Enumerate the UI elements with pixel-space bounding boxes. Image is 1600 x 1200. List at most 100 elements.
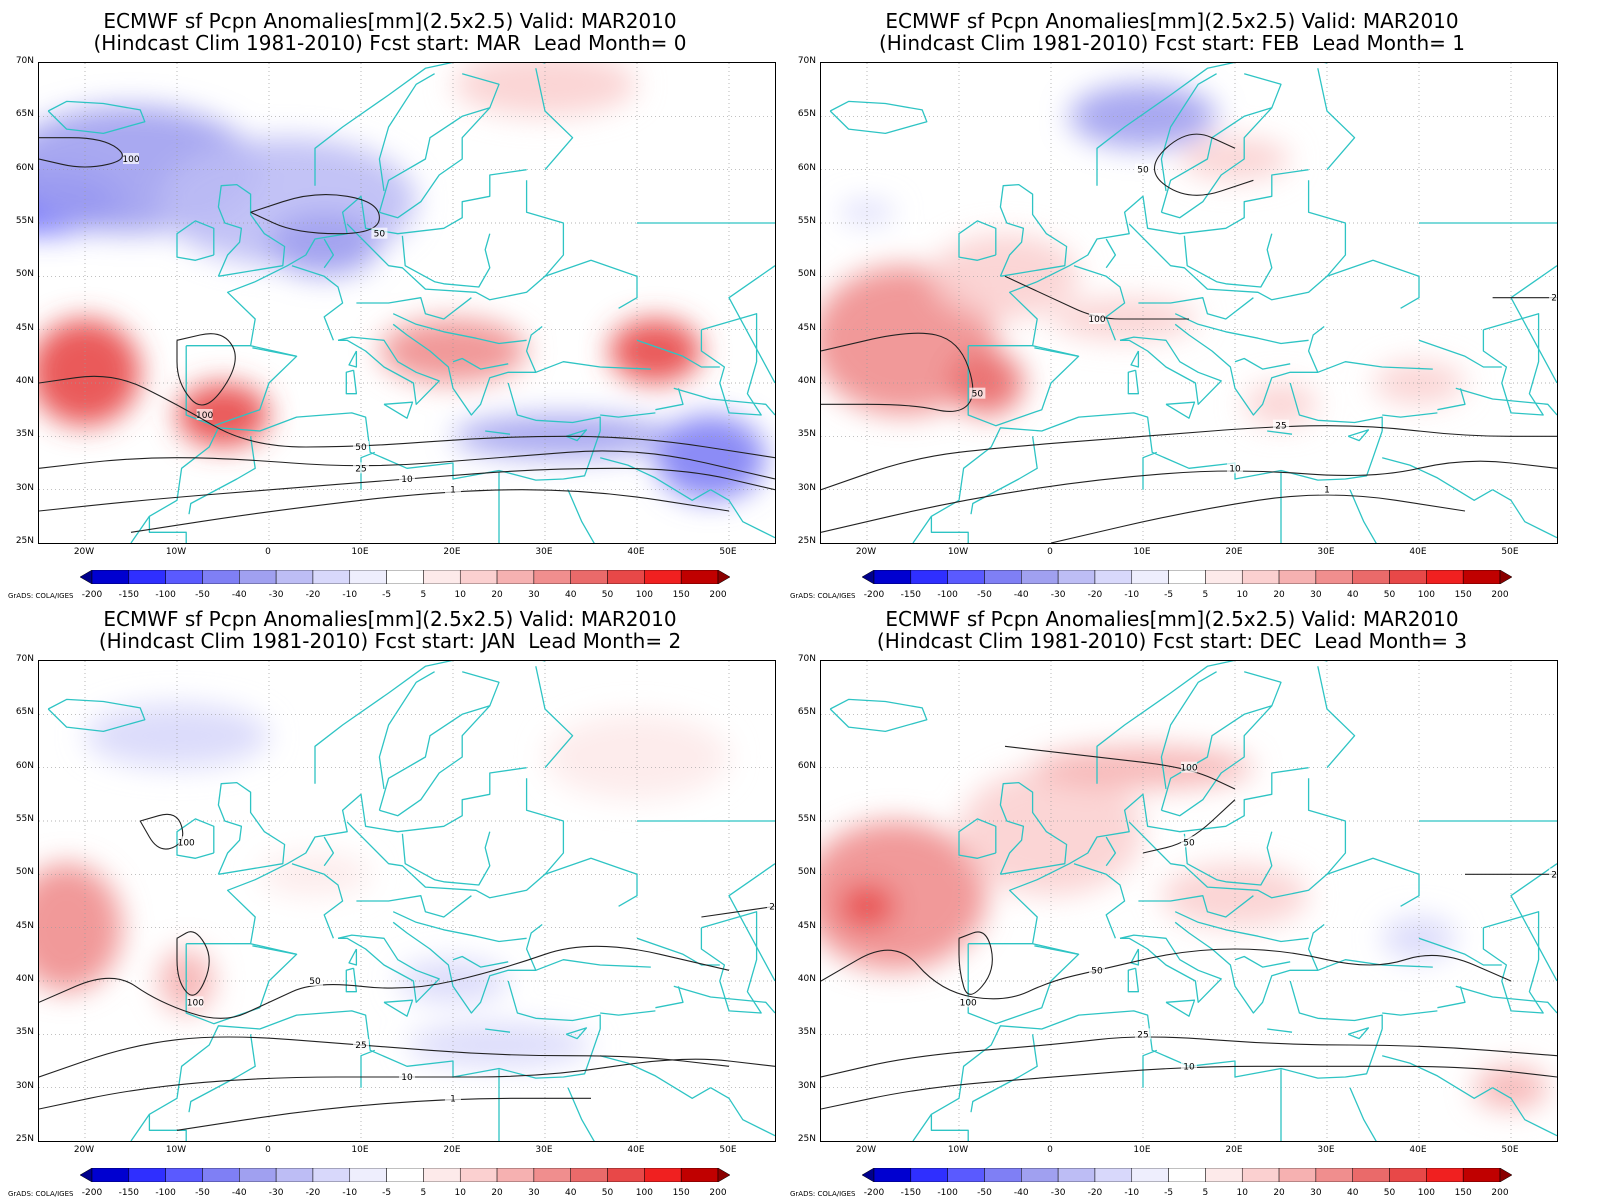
latitude-label: 45N <box>797 322 816 333</box>
contour-label: 100 <box>1088 315 1105 325</box>
contour-label-bg <box>1181 761 1197 773</box>
latitude-label: 60N <box>15 162 34 173</box>
coast-line <box>1142 451 1158 490</box>
latitude-label: 25N <box>15 536 34 546</box>
colorbar-swatch <box>1241 1168 1280 1182</box>
anomaly-area <box>1179 137 1291 181</box>
colorbar-swatch <box>644 570 682 584</box>
contour-line <box>176 1097 591 1131</box>
map-frame: 100 100 50 25 10 1 25 <box>38 660 776 1142</box>
longitude-label: 10E <box>1133 547 1151 557</box>
latitude-label: 55N <box>797 216 816 226</box>
latitude-label: 65N <box>797 109 816 120</box>
contour-line <box>39 467 775 512</box>
colorbar-label: 40 <box>564 1188 577 1198</box>
longitude-label: 20W <box>855 1145 877 1155</box>
colorbar <box>80 570 730 584</box>
coast-line <box>176 818 215 859</box>
coast-line <box>1127 369 1140 395</box>
coast-line <box>378 73 435 192</box>
contour-line <box>701 905 775 918</box>
coast-line <box>636 339 720 368</box>
coast-line <box>535 959 651 971</box>
coast-line <box>348 350 358 368</box>
contour-label-bg <box>196 409 213 420</box>
colorbar-label: 10 <box>1236 590 1248 600</box>
panel-title-line2: (Hindcast Clim 1981-2010) Fcst start: DE… <box>876 629 1468 653</box>
colorbar-label: 5 <box>420 590 427 600</box>
coast-line <box>967 943 1080 1025</box>
colorbar-label: 150 <box>672 590 690 600</box>
latitude-label: 25N <box>797 1134 816 1144</box>
latitude-label: 45N <box>797 920 816 931</box>
coast-line <box>1382 412 1438 418</box>
contour-label-bg <box>399 473 415 484</box>
contour-line <box>250 193 380 235</box>
colorbar-swatch <box>128 1168 166 1182</box>
colorbar-swatch <box>91 1168 130 1182</box>
colorbar-label: 100 <box>1417 590 1435 600</box>
colorbar-swatch <box>947 1168 985 1182</box>
longitude-label: 20W <box>73 547 95 557</box>
coast-line <box>1160 107 1273 219</box>
coast-line <box>392 911 527 943</box>
latitude-label: 45N <box>15 920 34 931</box>
coast-line <box>1267 1028 1293 1033</box>
coast-line <box>1160 705 1273 817</box>
coast-line <box>1127 967 1140 993</box>
coast-line <box>1382 1010 1438 1016</box>
contour-line <box>1142 799 1236 854</box>
contour-label-bg <box>1549 868 1557 880</box>
longitude-label: 0 <box>265 1145 271 1155</box>
colorbar-swatch <box>680 570 719 584</box>
contour-label-bg <box>445 1092 461 1104</box>
coast-line <box>1105 836 1117 867</box>
longitude-label: 20W <box>73 1145 95 1155</box>
coast-line <box>1244 671 1282 707</box>
coast-line <box>1347 429 1370 442</box>
coast-line <box>535 666 574 769</box>
contour-label: 100 <box>1180 764 1197 774</box>
coast-line <box>700 313 762 416</box>
longitude-label: 10E <box>1133 1145 1151 1155</box>
contour-label-bg <box>1135 163 1151 175</box>
coast-line <box>392 323 543 416</box>
panel-title-line2: (Hindcast Clim 1981-2010) Fcst start: JA… <box>98 629 682 653</box>
coast-line <box>1130 350 1140 368</box>
colorbar-swatch <box>239 1168 277 1182</box>
contour-label: 50 <box>355 443 367 453</box>
colorbar-label: -5 <box>1164 1188 1174 1198</box>
contour-line <box>176 931 210 996</box>
colorbar-label: -30 <box>1050 590 1066 600</box>
colorbar-swatch <box>165 570 203 584</box>
contour-label: 100 <box>187 998 204 1008</box>
coast-line <box>565 429 588 442</box>
colorbar-swatch <box>533 570 571 584</box>
colorbar-swatch <box>1315 570 1353 584</box>
coast-line <box>485 430 511 435</box>
contour-line <box>39 137 123 168</box>
longitude-label: 20E <box>1225 547 1243 557</box>
colorbar-swatch <box>607 570 645 584</box>
anomaly-area <box>1474 1066 1548 1109</box>
coast-line <box>252 945 297 955</box>
grads-credit: GrADS: COLA/IGES <box>790 1190 856 1198</box>
colorbar-swatch <box>80 1168 93 1182</box>
contour-label: 25 <box>1275 422 1286 432</box>
longitude-label: 40E <box>1409 1145 1427 1155</box>
colorbar-label: -150 <box>118 1188 140 1198</box>
colorbar-label: 40 <box>1346 1188 1359 1198</box>
coast-line <box>392 921 543 1014</box>
contour-line <box>39 1036 730 1078</box>
coast-line <box>226 169 527 346</box>
coast-line <box>1418 937 1502 966</box>
precip-anomaly-map: 100 100 50 25 10 50 25 <box>821 661 1557 1141</box>
map-frame: 100 50 100 50 25 10 1 <box>38 62 776 544</box>
colorbar-label: 5 <box>1202 590 1209 600</box>
colorbar-swatch <box>1315 1168 1353 1182</box>
longitude-label: 30E <box>535 1145 553 1155</box>
contour-label-bg <box>1089 964 1105 976</box>
coast-line <box>1119 934 1222 1003</box>
longitude-label: 50E <box>719 547 737 557</box>
colorbar-swatch <box>459 570 498 584</box>
